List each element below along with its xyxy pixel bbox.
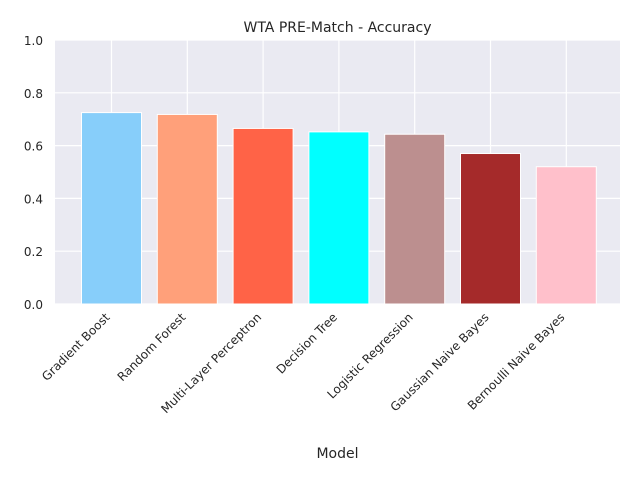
bars <box>81 112 597 305</box>
x-tick-label: Random Forest <box>115 310 189 384</box>
x-tick-label: Decision Tree <box>274 310 340 376</box>
chart-title: WTA PRE-Match - Accuracy <box>244 20 432 36</box>
bar-multi-layer-perceptron <box>232 127 294 305</box>
y-tick-label: 0.0 <box>24 298 43 312</box>
x-tick-label: Gradient Boost <box>39 310 113 384</box>
y-tick-label: 0.2 <box>24 245 43 259</box>
y-tick-labels: 0.0 0.2 0.4 0.6 0.8 1.0 <box>24 34 43 312</box>
x-tick-label: Logistic Regression <box>325 310 416 401</box>
bar-random-forest <box>156 113 218 305</box>
y-tick-label: 0.6 <box>24 140 43 154</box>
y-tick-label: 1.0 <box>24 34 43 48</box>
bar-bernoulli-naive-bayes <box>535 166 597 305</box>
y-tick-label: 0.8 <box>24 87 43 101</box>
y-tick-label: 0.4 <box>24 192 43 206</box>
bar-decision-tree <box>308 131 370 305</box>
bar-gradient-boost <box>81 112 142 305</box>
bar-logistic-regression <box>384 133 446 305</box>
x-axis-label: Model <box>316 446 358 462</box>
bar-gaussian-naive-bayes <box>460 153 521 305</box>
